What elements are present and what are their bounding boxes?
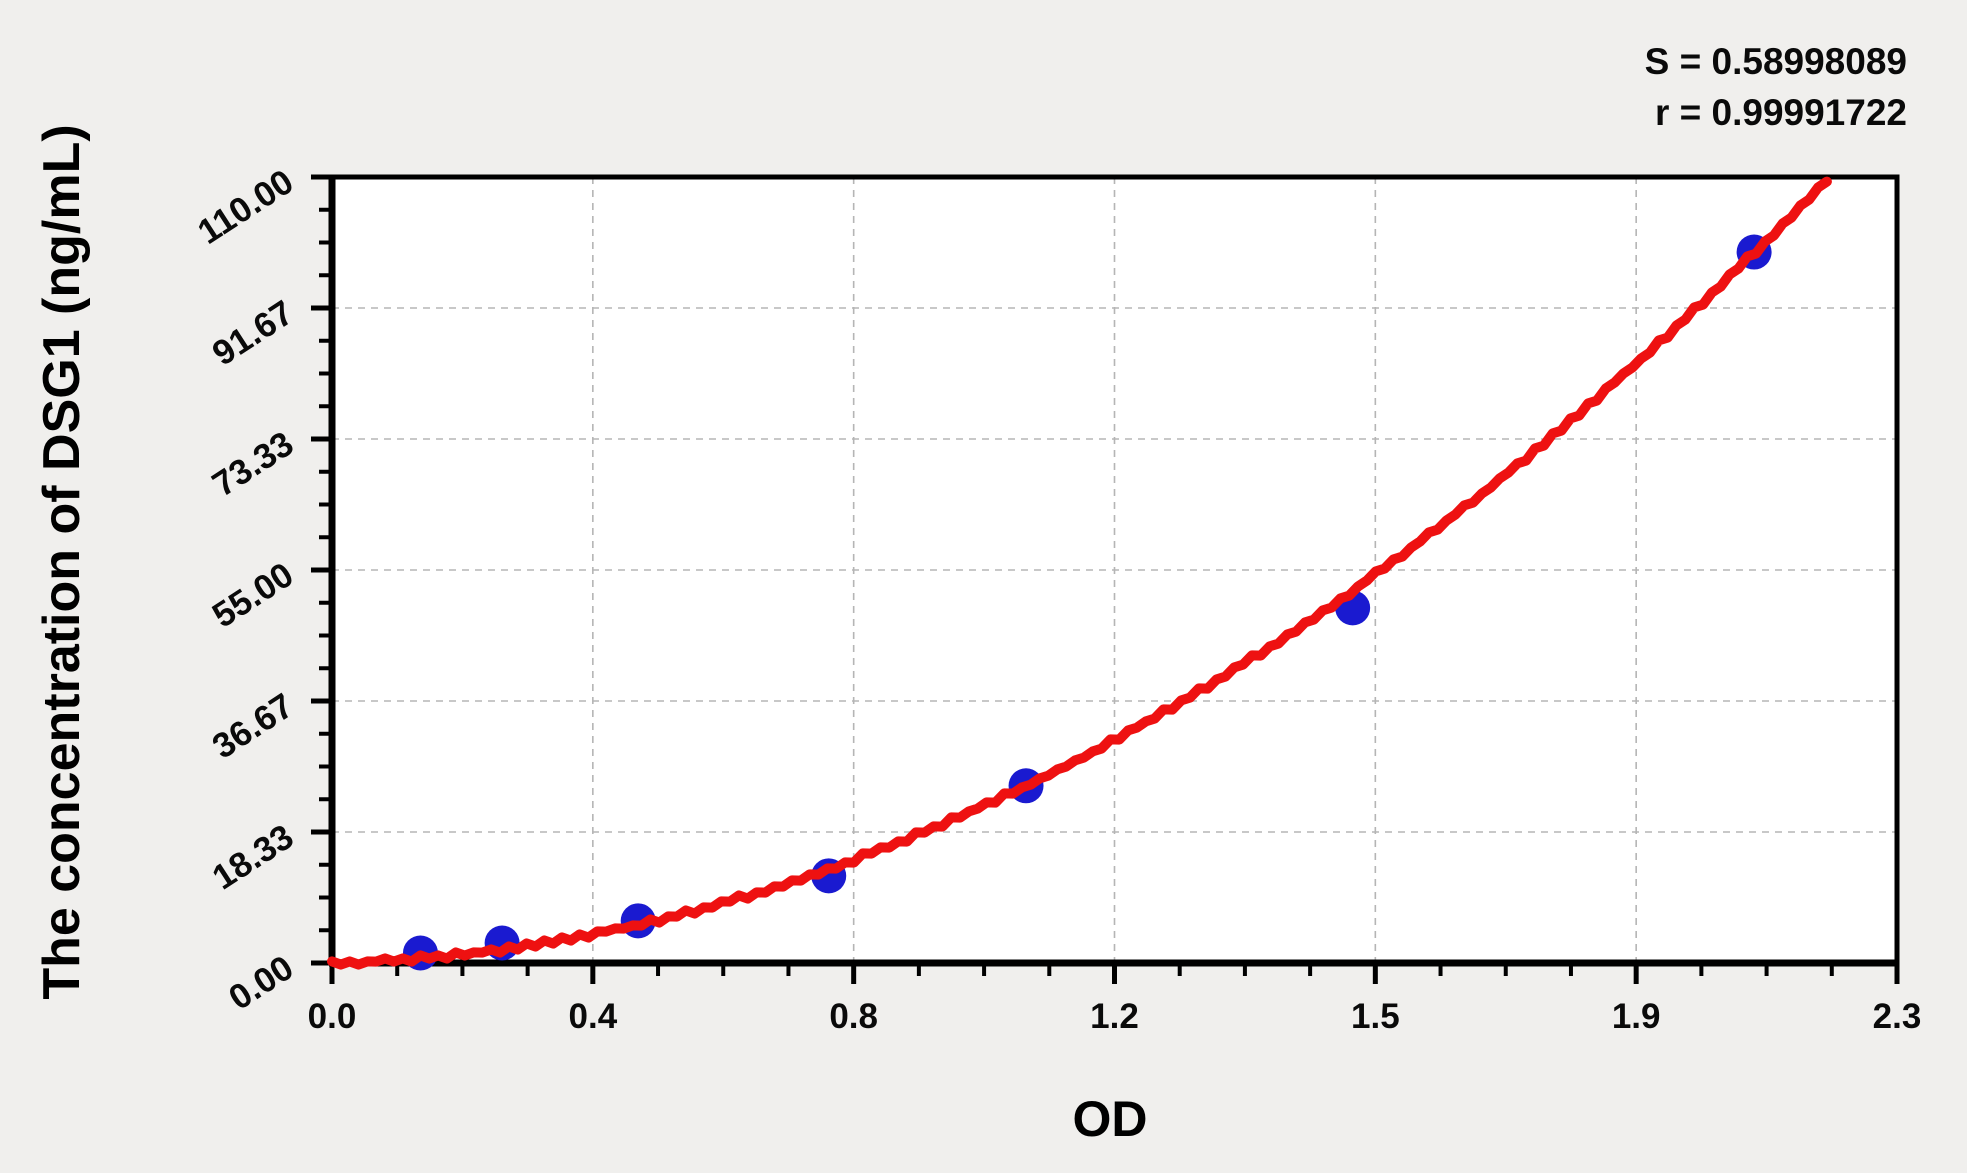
- x-tick-label: 2.3: [1873, 997, 1922, 1036]
- x-tick-label: 1.9: [1612, 997, 1661, 1036]
- x-tick-label: 1.5: [1351, 997, 1400, 1036]
- fit-statistics: S = 0.58998089 r = 0.99991722: [1645, 36, 1907, 138]
- stat-s-value: S = 0.58998089: [1644, 41, 1907, 82]
- y-tick-label: 91.67: [206, 293, 301, 373]
- y-tick-label: 0.00: [222, 948, 300, 1018]
- x-axis-title: OD: [1072, 1091, 1148, 1147]
- x-tick-label: 0.4: [569, 997, 618, 1036]
- y-tick-label: 36.67: [206, 686, 301, 766]
- x-tick-label: 0.8: [829, 997, 878, 1036]
- y-tick-label: 73.33: [206, 424, 301, 504]
- y-tick-label: 110.00: [191, 162, 300, 252]
- x-tick-label: 1.2: [1090, 997, 1139, 1036]
- x-tick-label: 0.0: [308, 997, 357, 1036]
- stat-r-value: r = 0.99991722: [1654, 92, 1907, 134]
- y-tick-label: 55.00: [206, 555, 301, 635]
- fit-curve: [327, 176, 1832, 970]
- y-tick-label: 18.33: [206, 817, 301, 897]
